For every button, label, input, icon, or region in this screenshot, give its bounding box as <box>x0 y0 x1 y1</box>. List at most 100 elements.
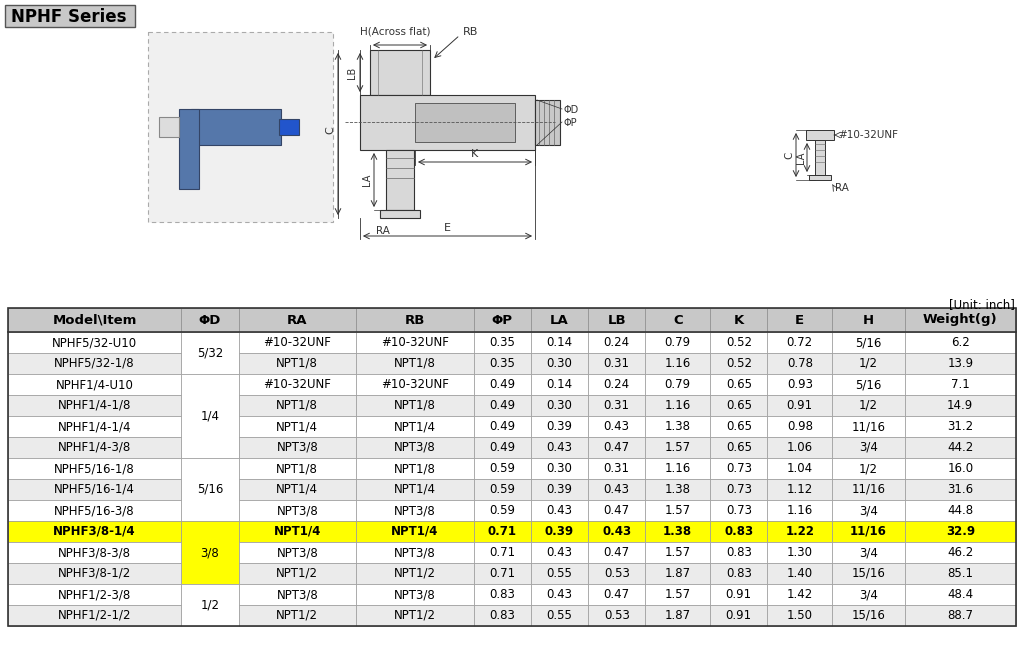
Text: C: C <box>325 126 335 134</box>
Text: NPT1/4: NPT1/4 <box>394 420 436 433</box>
Bar <box>767 521 833 542</box>
Bar <box>8 308 181 332</box>
Text: RA: RA <box>835 183 849 193</box>
Bar <box>356 521 473 542</box>
Bar <box>530 332 588 353</box>
Bar <box>767 353 833 374</box>
Bar <box>530 605 588 626</box>
Text: 0.39: 0.39 <box>547 483 572 496</box>
Bar <box>530 500 588 521</box>
Text: 31.6: 31.6 <box>947 483 974 496</box>
Bar <box>588 521 645 542</box>
Bar <box>767 374 833 395</box>
Text: 0.83: 0.83 <box>724 525 754 538</box>
Bar <box>710 308 767 332</box>
Text: RB: RB <box>404 313 425 327</box>
Bar <box>239 353 356 374</box>
Text: 5/32: 5/32 <box>197 346 223 360</box>
Text: LB: LB <box>607 313 626 327</box>
Bar <box>8 332 181 353</box>
Text: 0.73: 0.73 <box>726 483 752 496</box>
Bar <box>710 479 767 500</box>
Bar <box>904 353 1016 374</box>
Text: 0.31: 0.31 <box>604 399 630 412</box>
Bar <box>833 353 904 374</box>
Text: 15/16: 15/16 <box>851 567 886 580</box>
Bar <box>767 563 833 584</box>
Text: 1/2: 1/2 <box>859 357 878 370</box>
Bar <box>8 437 181 458</box>
Text: 1.30: 1.30 <box>786 546 813 559</box>
Bar <box>904 416 1016 437</box>
Text: ΦP: ΦP <box>492 313 513 327</box>
Text: LA: LA <box>550 313 569 327</box>
Text: NPHF1/2-3/8: NPHF1/2-3/8 <box>58 588 131 601</box>
Text: 1.12: 1.12 <box>786 483 813 496</box>
Bar <box>239 563 356 584</box>
Text: 85.1: 85.1 <box>947 567 973 580</box>
Text: 0.73: 0.73 <box>726 504 752 517</box>
Text: 0.49: 0.49 <box>489 399 515 412</box>
Bar <box>588 332 645 353</box>
Text: NPT3/8: NPT3/8 <box>394 441 435 454</box>
Bar <box>473 308 530 332</box>
Text: 32.9: 32.9 <box>946 525 975 538</box>
Text: NPHF3/8-3/8: NPHF3/8-3/8 <box>58 546 131 559</box>
Text: NPHF3/8-1/4: NPHF3/8-1/4 <box>53 525 136 538</box>
Text: Weight(g): Weight(g) <box>923 313 997 327</box>
Text: 0.52: 0.52 <box>726 357 752 370</box>
Text: 13.9: 13.9 <box>947 357 974 370</box>
Text: NPHF1/4-1/4: NPHF1/4-1/4 <box>58 420 131 433</box>
Text: 0.55: 0.55 <box>547 567 572 580</box>
Text: 0.91: 0.91 <box>786 399 813 412</box>
Text: [Unit: inch]: [Unit: inch] <box>949 298 1015 311</box>
Bar <box>178 109 199 189</box>
Text: 1.40: 1.40 <box>786 567 813 580</box>
Bar <box>710 353 767 374</box>
Text: 1/4: 1/4 <box>201 410 219 422</box>
Bar <box>833 332 904 353</box>
Text: 1.06: 1.06 <box>786 441 813 454</box>
Text: 3/4: 3/4 <box>859 504 878 517</box>
Text: NPT3/8: NPT3/8 <box>276 441 318 454</box>
Bar <box>530 458 588 479</box>
Text: NPT1/8: NPT1/8 <box>394 462 436 475</box>
Bar <box>356 500 473 521</box>
Text: K: K <box>733 313 743 327</box>
Text: LA: LA <box>796 152 806 164</box>
Text: 1/2: 1/2 <box>859 399 878 412</box>
Text: NPHF1/4-1/8: NPHF1/4-1/8 <box>58 399 131 412</box>
Text: 1.16: 1.16 <box>665 399 691 412</box>
Text: NPT1/4: NPT1/4 <box>276 420 318 433</box>
Text: 0.91: 0.91 <box>726 609 752 622</box>
Bar <box>530 374 588 395</box>
Bar <box>710 500 767 521</box>
Text: 0.65: 0.65 <box>726 399 752 412</box>
Text: 0.72: 0.72 <box>786 336 813 349</box>
Text: 0.35: 0.35 <box>489 357 515 370</box>
Text: 0.24: 0.24 <box>604 336 630 349</box>
Text: 0.30: 0.30 <box>547 399 572 412</box>
Bar <box>530 521 588 542</box>
Bar <box>904 500 1016 521</box>
Bar <box>8 605 181 626</box>
Text: 31.2: 31.2 <box>947 420 974 433</box>
Text: NPHF5/16-1/4: NPHF5/16-1/4 <box>54 483 135 496</box>
Text: NPHF5/32-1/8: NPHF5/32-1/8 <box>54 357 135 370</box>
Bar <box>8 395 181 416</box>
Bar <box>473 479 530 500</box>
Text: 15/16: 15/16 <box>851 609 886 622</box>
Bar <box>645 521 710 542</box>
Text: 0.43: 0.43 <box>604 483 630 496</box>
Bar <box>181 521 239 584</box>
Text: 11/16: 11/16 <box>850 525 887 538</box>
Bar <box>833 308 904 332</box>
Bar <box>645 332 710 353</box>
Bar <box>190 109 281 145</box>
Bar <box>181 584 239 626</box>
Bar <box>588 416 645 437</box>
Text: 0.49: 0.49 <box>489 378 515 391</box>
Bar <box>833 563 904 584</box>
Bar <box>239 395 356 416</box>
Bar <box>588 374 645 395</box>
